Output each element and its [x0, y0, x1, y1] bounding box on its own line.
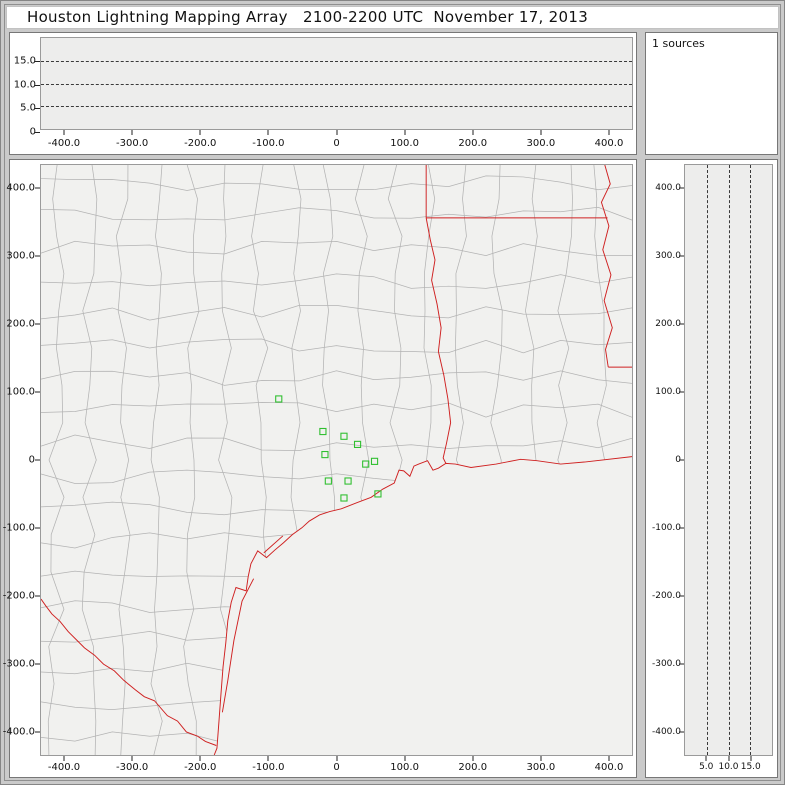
x-tick-label: -300.0 [116, 138, 149, 149]
x-tick-label: 300.0 [526, 762, 556, 773]
gridline-15km [41, 60, 632, 62]
x-tick-label: -400.0 [47, 138, 81, 149]
x-tick-label: 15.0 [740, 762, 761, 772]
alt-tick-10: 10.0 [13, 79, 36, 91]
y-tick-label: -200.0 [2, 590, 35, 602]
tickmark [750, 756, 752, 761]
x-tick-label: -200.0 [184, 138, 217, 149]
sabine-river-border [425, 217, 452, 464]
x-tick-label: 10.0 [718, 762, 739, 772]
y-tick-label: -100.0 [2, 522, 35, 534]
title-bar: Houston Lightning Mapping Array 2100-220… [6, 6, 779, 29]
rio-grande-river [41, 598, 217, 746]
altitude-ew-panel: 15.0 10.0 5.0 0 -400.0 -300.0 -200.0 -100.0… [9, 32, 637, 155]
x-tick-label: -300.0 [116, 762, 149, 773]
sources-count: 1 sources [652, 37, 705, 50]
x-tick-label: -100.0 [252, 762, 285, 773]
x-tick-label: 200.0 [458, 762, 488, 773]
map-svg [41, 165, 632, 755]
y-tick-label: 0 [675, 455, 681, 465]
y-tick-label: 100.0 [6, 386, 35, 398]
x-tick-label: 400.0 [594, 762, 624, 773]
station-markers [275, 395, 382, 502]
altitude-ns-panel: 400.0 300.0 200.0 100.0 0 -100.0 -200.0 -300.0 -… [645, 159, 778, 778]
x-tick-label: 300.0 [526, 138, 556, 149]
ns-x-tickmarks [684, 756, 773, 761]
tickmark [728, 756, 729, 761]
page-title: Houston Lightning Mapping Array 2100-220… [27, 8, 589, 26]
gridline-15km [750, 165, 752, 755]
county-lines [41, 165, 632, 755]
y-tick-label: -400.0 [2, 726, 35, 738]
map-y-tickmarks [35, 187, 40, 733]
ns-x-tick-labels: 5.0 10.0 15.0 [684, 762, 773, 774]
coastline [213, 456, 632, 755]
ew-x-tickmarks [63, 130, 610, 135]
y-tick-label: 300.0 [6, 250, 35, 262]
y-tick-label: -300.0 [2, 658, 35, 670]
x-tick-label: 400.0 [594, 138, 624, 149]
altitude-ns-plot[interactable] [684, 164, 773, 756]
y-tick-label: 300.0 [655, 251, 681, 261]
mississippi-river [600, 165, 613, 368]
sources-panel: 1 sources [645, 32, 778, 155]
y-tick-label: 100.0 [655, 387, 681, 397]
x-tick-label: -200.0 [184, 762, 217, 773]
y-tick-label: -400.0 [651, 727, 681, 737]
alt-tick-15: 15.0 [13, 55, 36, 67]
barrier-island-2 [263, 535, 284, 554]
y-tick-label: 0 [28, 454, 35, 466]
y-tick-label: 400.0 [655, 183, 681, 193]
x-tick-label: -400.0 [47, 762, 81, 773]
map-x-tickmarks [63, 756, 610, 761]
x-tick-label: 5.0 [699, 762, 714, 772]
x-tick-label: 100.0 [390, 762, 419, 773]
gridline-10km [728, 165, 730, 755]
x-tick-label: -100.0 [252, 138, 285, 149]
x-tick-label: 0 [333, 138, 340, 149]
alt-tickmark [35, 61, 40, 62]
alt-tick-0: 0 [29, 126, 36, 138]
alt-tickmark [35, 132, 40, 133]
x-tick-label: 100.0 [390, 138, 419, 149]
gridline-10km [41, 83, 632, 85]
x-tick-label: 0 [333, 762, 340, 773]
barrier-island [221, 578, 255, 713]
alt-tickmark [35, 108, 40, 109]
map-x-tick-labels: -400.0 -300.0 -200.0 -100.0 0 100.0 200.0 300.0… [48, 762, 623, 774]
ns-y-tickmarks [679, 187, 684, 733]
y-tick-label: 400.0 [6, 182, 35, 194]
gridline-5km [41, 106, 632, 108]
altitude-ew-plot[interactable] [40, 37, 633, 130]
y-tick-label: -100.0 [651, 523, 681, 533]
alt-tickmark [35, 85, 40, 86]
alt-tick-5: 5.0 [20, 102, 36, 114]
y-tick-label: 200.0 [6, 318, 35, 330]
x-tick-label: 200.0 [458, 138, 488, 149]
map-panel: 400.0 300.0 200.0 100.0 0 -100.0 -200.0 -300.0-… [3, 159, 637, 778]
tickmark [705, 756, 707, 761]
y-tick-label: 200.0 [655, 319, 681, 329]
ns-y-tick-labels: 400.0 300.0 200.0 100.0 0 -100.0 -200.0 -300.0 -… [648, 183, 682, 737]
y-tick-label: -300.0 [651, 659, 681, 669]
window-frame [4, 4, 781, 781]
map-y-tick-labels: 400.0 300.0 200.0 100.0 0 -100.0 -200.0 -300.0 -… [3, 183, 37, 738]
gridline-5km [706, 165, 708, 755]
map-plot[interactable] [40, 164, 633, 756]
state-borders [41, 165, 632, 755]
ew-x-tick-labels: -400.0 -300.0 -200.0 -100.0 0 100.0 200.0 300.0… [48, 138, 623, 150]
y-tick-label: -200.0 [651, 591, 681, 601]
